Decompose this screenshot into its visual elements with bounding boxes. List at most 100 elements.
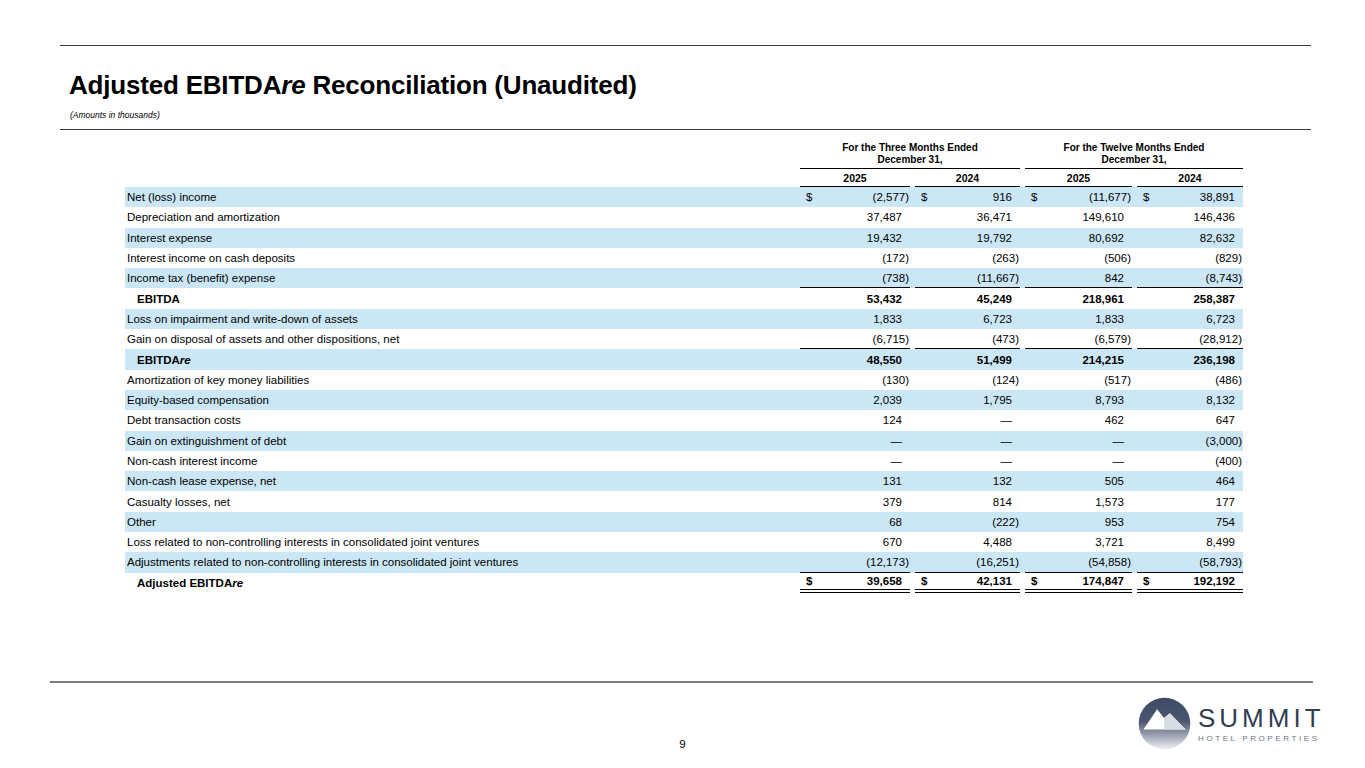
currency-symbol: $ [800,191,822,203]
value-cell-3m-2024: 1,795 [915,390,1020,410]
row-label: Depreciation and amortization [125,211,800,223]
group-header-line2: December 31, [800,154,1020,166]
year-header-3m-2024: 2024 [915,171,1020,187]
value-cell-3m-2024: $916 [915,187,1020,207]
row-label: Other [125,516,800,528]
cell-value: 146,436 [1159,211,1243,223]
cell-value: 1,833 [822,313,910,325]
value-cell-3m-2024: 132 [915,471,1020,491]
cell-value: (2,577) [822,191,910,203]
year-header-12m-2025: 2025 [1025,171,1132,187]
row-label: Loss on impairment and write-down of ass… [125,313,800,325]
cell-value: (54,858) [1047,556,1132,568]
value-cell-3m-2025: 19,432 [800,228,910,248]
cell-value: (738) [822,272,910,284]
cell-value: 842 [1047,272,1132,284]
value-cell-3m-2025: 53,432 [800,288,910,308]
table-row: Adjustments related to non-controlling i… [125,552,1243,572]
value-cell-12m-2025: 1,833 [1025,309,1132,329]
value-cell-12m-2025: $(11,677) [1025,187,1132,207]
cell-value: 3,721 [1047,536,1132,548]
value-cell-12m-2025: 214,215 [1025,349,1132,369]
table-row: Non-cash lease expense, net 131 132 505 … [125,471,1243,491]
value-cell-3m-2024: (222) [915,512,1020,532]
value-cell-12m-2025: 8,793 [1025,390,1132,410]
value-cell-12m-2025: (517) [1025,370,1132,390]
value-cell-3m-2024: (473) [915,329,1020,349]
value-cell-12m-2024: (58,793) [1137,552,1243,572]
value-cell-3m-2025: — [800,451,910,471]
cell-value: 258,387 [1159,293,1243,305]
row-label: Equity-based compensation [125,394,800,406]
cell-value: — [1047,435,1132,447]
value-cell-12m-2024: 146,436 [1137,207,1243,227]
amounts-note: (Amounts in thousands) [70,110,160,120]
cell-value: 51,499 [937,354,1020,366]
cell-value: (3,000) [1159,435,1243,447]
value-cell-12m-2025: 462 [1025,410,1132,430]
cell-value: 174,847 [1047,575,1132,587]
value-cell-12m-2024: (3,000) [1137,431,1243,451]
value-cell-3m-2024: — [915,431,1020,451]
cell-value: 177 [1159,496,1243,508]
value-cell-3m-2024: 51,499 [915,349,1020,369]
cell-value: (130) [822,374,910,386]
value-cell-12m-2024: (829) [1137,248,1243,268]
header-spacer [125,142,800,169]
row-label: Loss related to non-controlling interest… [125,536,800,548]
cell-value: (473) [937,333,1020,345]
ebitda-reconciliation-table: For the Three Months Ended December 31, … [125,142,1243,593]
table-row: Net (loss) income $(2,577) $916 $(11,677… [125,187,1243,207]
row-label: Debt transaction costs [125,414,800,426]
cell-value: (506) [1047,252,1132,264]
cell-value: 218,961 [1047,293,1132,305]
row-label: Income tax (benefit) expense [125,272,800,284]
value-cell-3m-2024: — [915,451,1020,471]
cell-value: 131 [822,475,910,487]
cell-value: 953 [1047,516,1132,528]
value-cell-3m-2025: 131 [800,471,910,491]
currency-symbol: $ [1137,575,1159,587]
value-cell-3m-2025: 2,039 [800,390,910,410]
cell-value: 670 [822,536,910,548]
value-cell-3m-2025: — [800,431,910,451]
value-cell-3m-2025: (130) [800,370,910,390]
value-cell-3m-2025: (12,173) [800,552,910,572]
group-header-line1: For the Three Months Ended [800,142,1020,154]
value-cell-12m-2024: 647 [1137,410,1243,430]
cell-value: 8,499 [1159,536,1243,548]
cell-value: 236,198 [1159,354,1243,366]
value-cell-3m-2024: 6,723 [915,309,1020,329]
table-row: Gain on disposal of assets and other dis… [125,329,1243,349]
cell-value: 48,550 [822,354,910,366]
cell-value: 214,215 [1047,354,1132,366]
currency-symbol: $ [800,575,822,587]
value-cell-12m-2024: 6,723 [1137,309,1243,329]
cell-value: (829) [1159,252,1243,264]
value-cell-12m-2025: 80,692 [1025,228,1132,248]
year-header-row: 2025 2024 2025 2024 [125,171,1243,187]
row-label: Gain on extinguishment of debt [125,435,800,447]
cell-value: (124) [937,374,1020,386]
value-cell-12m-2025: — [1025,451,1132,471]
three-months-group-header: For the Three Months Ended December 31, [800,142,1020,169]
logo-tagline: HOTEL PROPERTIES [1198,734,1325,743]
value-cell-3m-2024: (16,251) [915,552,1020,572]
value-cell-12m-2024: (400) [1137,451,1243,471]
footer-rule [50,681,1313,683]
currency-symbol: $ [1025,191,1047,203]
cell-value: 149,610 [1047,211,1132,223]
value-cell-12m-2025: (54,858) [1025,552,1132,572]
value-cell-12m-2025: — [1025,431,1132,451]
value-cell-12m-2025: 149,610 [1025,207,1132,227]
table-row: Other 68 (222) 953 754 [125,512,1243,532]
cell-value: (6,579) [1047,333,1132,345]
cell-value: — [822,455,910,467]
currency-symbol: $ [915,575,937,587]
currency-symbol: $ [915,191,937,203]
value-cell-12m-2024: (8,743) [1137,268,1243,288]
cell-value: (11,677) [1047,191,1132,203]
cell-value: 45,249 [937,293,1020,305]
column-group-header-row: For the Three Months Ended December 31, … [125,142,1243,169]
value-cell-3m-2024: (263) [915,248,1020,268]
